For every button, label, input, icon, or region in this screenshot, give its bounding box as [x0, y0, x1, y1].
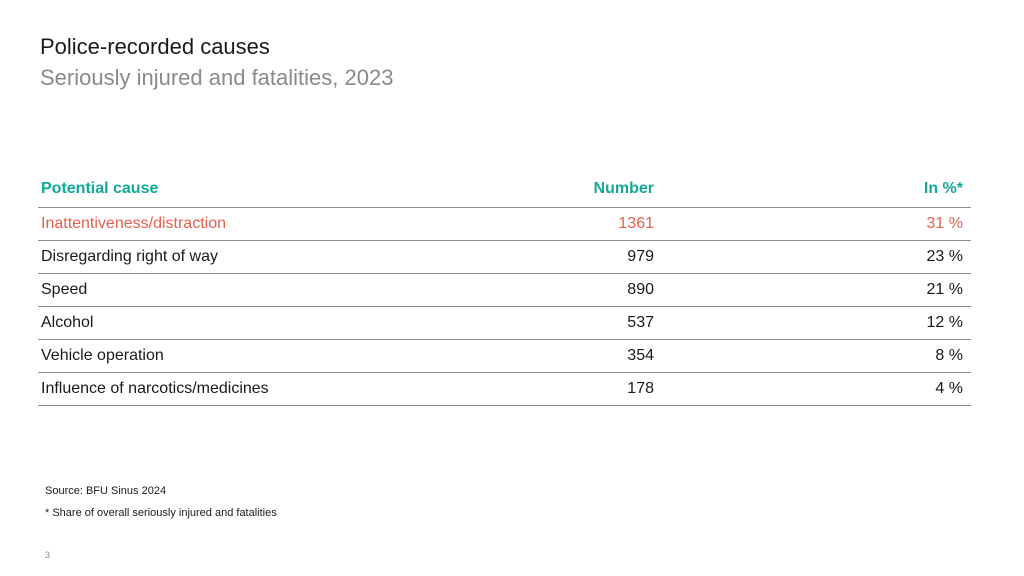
causes-table: Potential cause Number In %* Inattentive…	[38, 170, 971, 406]
table-header-row: Potential cause Number In %*	[38, 170, 971, 208]
cell-number: 537	[627, 314, 654, 331]
cell-cause: Speed	[41, 281, 88, 298]
table-row: Influence of narcotics/medicines 178 4 %	[38, 373, 971, 406]
table-row: Disregarding right of way 979 23 %	[38, 241, 971, 274]
source-note: Source: BFU Sinus 2024	[45, 485, 167, 497]
header-cause: Potential cause	[41, 179, 159, 197]
table-row: Vehicle operation 354 8 %	[38, 340, 971, 373]
cell-percent: 4 %	[935, 380, 963, 397]
cell-number: 354	[627, 347, 654, 364]
cell-cause: Influence of narcotics/medicines	[41, 380, 269, 397]
table-row: Inattentiveness/distraction 1361 31 %	[38, 208, 971, 241]
page-number: 3	[45, 550, 51, 560]
cell-cause: Alcohol	[41, 314, 94, 331]
cell-cause: Vehicle operation	[41, 347, 164, 364]
cell-percent: 31 %	[926, 215, 963, 232]
footnote: * Share of overall seriously injured and…	[45, 507, 277, 519]
cell-cause: Disregarding right of way	[41, 248, 218, 265]
header-percent: In %*	[923, 179, 963, 197]
slide-subtitle: Seriously injured and fatalities, 2023	[40, 65, 394, 90]
cell-number: 890	[627, 281, 654, 298]
cell-number: 979	[627, 248, 654, 265]
cell-cause: Inattentiveness/distraction	[41, 215, 226, 232]
slide-title: Police-recorded causes	[40, 34, 270, 59]
table-row: Alcohol 537 12 %	[38, 307, 971, 340]
cell-percent: 23 %	[926, 248, 963, 265]
cell-percent: 21 %	[926, 281, 963, 298]
table-row: Speed 890 21 %	[38, 274, 971, 307]
cell-number: 1361	[618, 215, 654, 232]
header-number: Number	[593, 179, 654, 197]
cell-percent: 8 %	[935, 347, 963, 364]
cell-percent: 12 %	[926, 314, 963, 331]
cell-number: 178	[627, 380, 654, 397]
